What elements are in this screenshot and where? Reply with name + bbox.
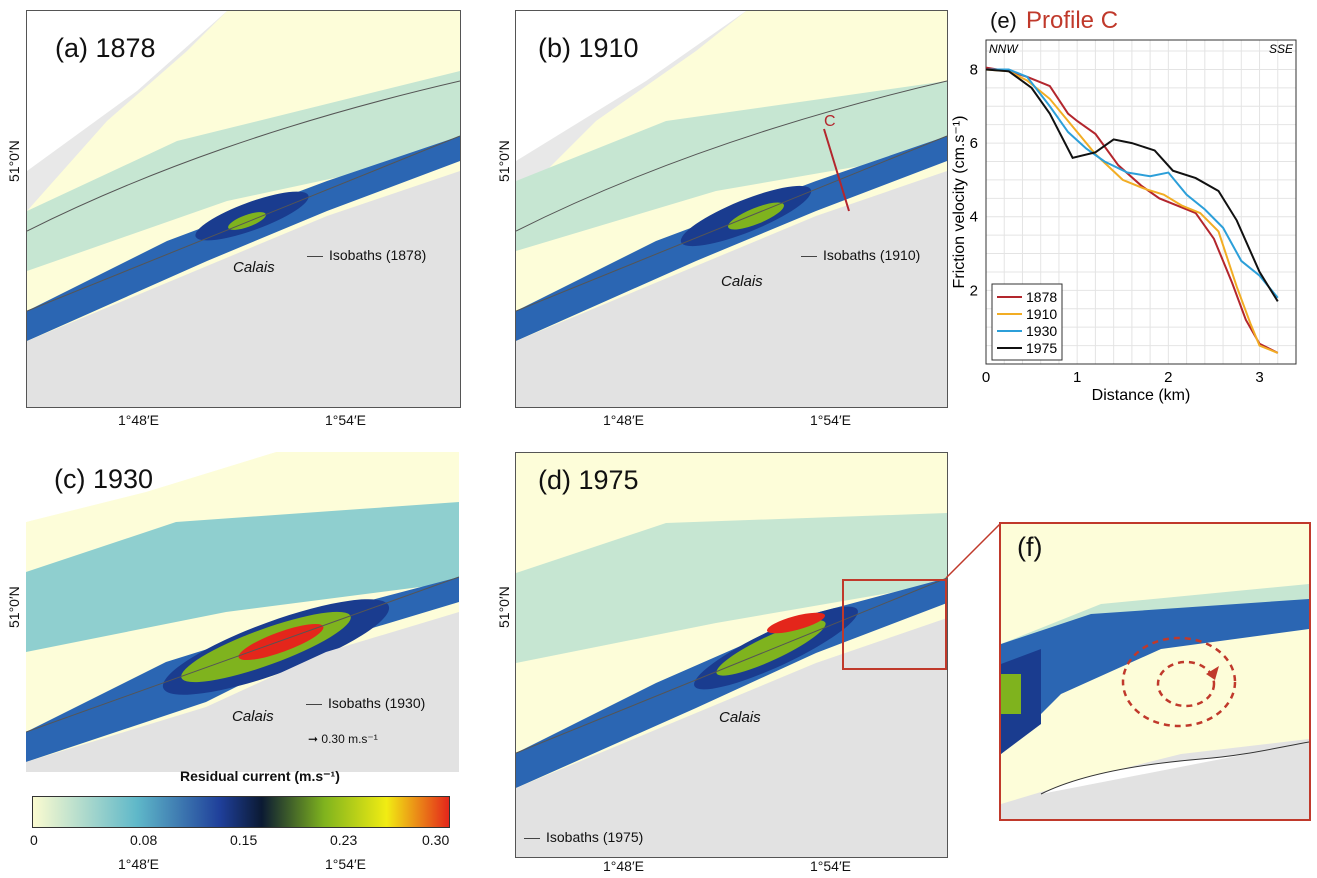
arrow-right-icon: ➞ [308,732,319,746]
legend-label-1930: 1930 [1026,323,1057,339]
scale-arrow-text: 0.30 m.s⁻¹ [321,732,378,746]
lon-tick-b-2: 1°54′E [810,412,851,428]
lon-tick-b-1: 1°48′E [603,412,644,428]
panel-b-label: (b) 1910 [538,33,639,63]
map-panel-b: (b) 1910 C Calais Isobaths (1910) [515,10,948,408]
panel-f-label: (f) [1017,532,1043,562]
x-tick-label: 3 [1255,369,1263,386]
plot-frame [985,39,1297,365]
panel-d-label: (d) 1975 [538,465,639,495]
y-axis-label: Friction velocity (cm.s⁻¹) [951,116,968,289]
lon-tick-d-2: 1°54′E [810,858,851,874]
colorbar-tick-0: 0 [30,832,38,848]
panel-c-label: (c) 1930 [54,464,154,494]
isobaths-legend-b: Isobaths (1910) [801,247,920,263]
colorbar-tick-2: 0.15 [230,832,258,848]
isobaths-text-a: Isobaths (1878) [329,247,427,263]
isobaths-text-b: Isobaths (1910) [823,247,921,263]
series-line-1910 [985,68,1279,354]
eddy-outer-circle [1121,636,1237,728]
map-f-canvas [1001,524,1309,819]
zoom-box [842,579,947,670]
lat-tick-b: 51°0′N [496,140,512,182]
series-line-1930 [986,68,1279,299]
eddy-inner-circle [1156,660,1216,708]
isobaths-text-c: Isobaths (1930) [328,695,426,711]
legend-label-1910: 1910 [1026,306,1057,322]
colorbar-title: Residual current (m.s⁻¹) [180,768,340,784]
map-d-canvas [516,453,947,857]
isobaths-legend-c: Isobaths (1930) [306,695,425,711]
map-panel-f: (f) [999,522,1311,821]
isobaths-legend-d: Isobaths (1975) [524,829,643,845]
x-axis-label: Distance (km) [1092,387,1191,404]
colorbar [32,796,450,828]
lat-tick-a: 51°0′N [6,140,22,182]
chart-title-prefix: (e) [990,8,1017,33]
scale-arrow-legend: ➞ 0.30 m.s⁻¹ [308,732,378,746]
lat-tick-c: 51°0′N [6,586,22,628]
calais-label-b: Calais [721,273,763,290]
map-panel-d: (d) 1975 Calais Isobaths (1975) [515,452,948,858]
zoom-connector [945,523,1001,579]
legend-label-1975: 1975 [1026,340,1057,356]
lat-tick-d: 51°0′N [496,586,512,628]
y-tick-label: 2 [970,282,978,299]
lon-tick-a-1: 1°48′E [118,412,159,428]
calais-label-c: Calais [232,708,274,725]
y-tick-label: 8 [970,61,978,78]
lon-tick-c-2: 1°54′E [325,856,366,872]
profile-chart: 0 1 2 3 2 4 6 8 Distance (km) Friction velocity (… [951,7,1297,404]
map-c-canvas [26,452,459,772]
colorbar-tick-4: 0.30 [422,832,450,848]
x-tick-label: 1 [1073,369,1081,386]
colorbar-tick-3: 0.23 [330,832,358,848]
lon-tick-c-1: 1°48′E [118,856,159,872]
series-line-1878 [985,66,1279,354]
corner-label-right: SSE [1269,42,1294,56]
isobath-line-icon [307,255,323,257]
lon-tick-a-2: 1°54′E [325,412,366,428]
y-tick-label: 4 [970,209,978,226]
lon-tick-d-1: 1°48′E [603,858,644,874]
isobath-line-icon [524,837,540,839]
profile-c-label: C [824,113,836,130]
map-a-canvas [27,11,460,407]
eddy-arrow-icon [1206,666,1219,680]
isobath-line-icon [306,703,322,705]
series-line-1975 [985,68,1279,302]
x-tick-label: 2 [1164,369,1172,386]
calais-label-a: Calais [233,259,275,276]
corner-label-left: NNW [989,42,1019,56]
legend-label-1878: 1878 [1026,289,1057,305]
x-tick-label: 0 [982,369,990,386]
map-panel-c: (c) 1930 Calais Isobaths (1930) ➞ 0.30 m… [26,452,459,852]
colorbar-tick-1: 0.08 [130,832,158,848]
isobath-line-icon [801,255,817,257]
chart-title: Profile C [1026,7,1118,34]
calais-label-d: Calais [719,709,761,726]
profile-c-line [823,128,850,212]
panel-a-label: (a) 1878 [55,33,156,63]
map-b-canvas [516,11,947,407]
isobaths-legend-a: Isobaths (1878) [307,247,426,263]
map-panel-a: (a) 1878 Calais Isobaths (1878) [26,10,461,408]
y-tick-label: 6 [970,135,978,152]
isobaths-text-d: Isobaths (1975) [546,829,644,845]
